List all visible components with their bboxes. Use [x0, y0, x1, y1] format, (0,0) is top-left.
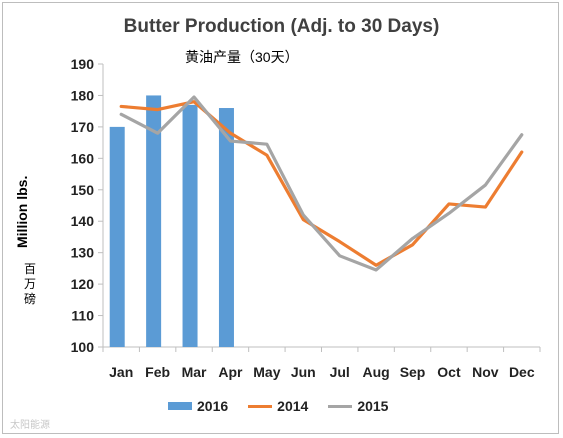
- x-tick-label: Jul: [330, 364, 350, 380]
- y-tick-label: 110: [71, 308, 94, 324]
- legend-item-2014: 2014: [248, 398, 308, 414]
- chart-subtitle: 黄油产量（30天）: [185, 49, 299, 65]
- x-tick-label: Jun: [291, 364, 316, 380]
- legend-label-2016: 2016: [197, 398, 229, 414]
- legend-swatch-2014: [248, 404, 273, 408]
- y-tick-label: 100: [71, 339, 95, 355]
- chart-title: Butter Production (Adj. to 30 Days): [123, 16, 440, 37]
- bar-2016: [182, 104, 198, 347]
- watermark: 太阳能源: [10, 420, 50, 431]
- y-tick-label: 120: [71, 276, 95, 292]
- x-tick-label: Aug: [363, 364, 390, 380]
- legend-label-2015: 2015: [357, 398, 389, 414]
- legend-swatch-2016: [168, 402, 192, 410]
- y-tick-label: 150: [71, 182, 95, 198]
- x-tick-label: May: [253, 364, 280, 380]
- legend: 2016 2014 2015: [168, 398, 408, 414]
- legend-swatch-2015: [328, 404, 353, 408]
- chart-frame: [2, 2, 559, 434]
- line-series-2015: [119, 95, 524, 272]
- legend-label-2014: 2014: [277, 398, 309, 414]
- y-tick-label: 140: [71, 213, 95, 229]
- y-tick-label: 170: [71, 119, 95, 135]
- x-tick-label: Nov: [472, 364, 499, 380]
- y-tick-label: 180: [71, 87, 95, 103]
- y-axis-label-cn: 百万磅: [24, 262, 37, 306]
- y-tick-label: 160: [71, 150, 95, 166]
- y-tick-label: 130: [71, 245, 95, 261]
- x-tick-label: Jan: [109, 364, 133, 380]
- line-series-2014: [119, 100, 524, 267]
- x-tick-label: Feb: [145, 364, 170, 380]
- legend-item-2015: 2015: [328, 398, 388, 414]
- y-tick-label: 190: [71, 56, 95, 72]
- x-tick-label: Apr: [218, 364, 243, 380]
- x-tick-label: Dec: [509, 364, 535, 380]
- bar-2016: [109, 126, 125, 347]
- x-tick-label: Mar: [182, 364, 207, 380]
- x-tick-label: Sep: [400, 364, 426, 380]
- bar-2016: [146, 95, 162, 347]
- x-tick-label: Oct: [437, 364, 461, 380]
- legend-item-2016: 2016: [168, 398, 228, 414]
- bar-2016: [218, 108, 234, 348]
